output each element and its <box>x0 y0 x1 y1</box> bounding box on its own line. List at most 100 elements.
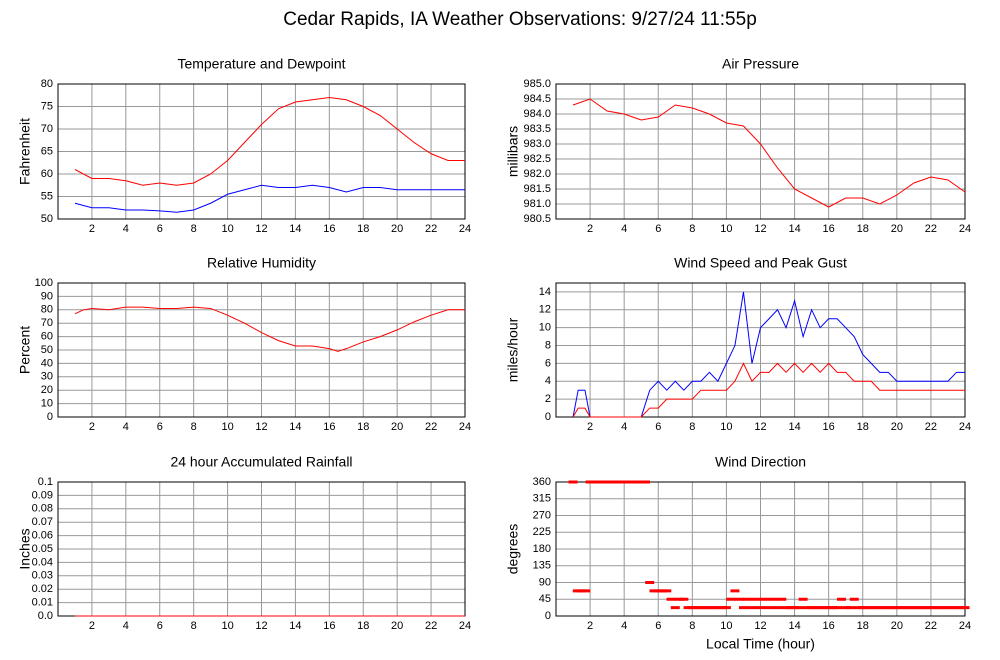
y-tick-label: 985.0 <box>523 78 551 90</box>
y-tick-label: 982.5 <box>523 153 551 165</box>
data-line <box>572 362 965 418</box>
data-point <box>743 597 753 601</box>
y-axis-label: millibars <box>505 126 521 177</box>
x-tick-label: 6 <box>655 223 661 235</box>
x-tick-label: 12 <box>255 421 267 433</box>
x-tick-label: 10 <box>221 620 233 632</box>
y-tick-label: 180 <box>533 543 551 555</box>
data-point <box>679 597 689 601</box>
data-point <box>747 606 757 610</box>
y-tick-label: 45 <box>539 593 551 605</box>
x-tick-label: 10 <box>720 421 732 433</box>
data-point <box>662 589 672 593</box>
y-axis-label: degrees <box>505 524 521 575</box>
y-tick-label: 50 <box>41 344 53 356</box>
x-tick-label: 18 <box>857 620 869 632</box>
x-tick-label: 2 <box>587 421 593 433</box>
y-tick-label: 0.0 <box>38 610 53 622</box>
data-point <box>794 606 804 610</box>
data-point <box>773 606 783 610</box>
y-tick-label: 0.03 <box>32 570 53 582</box>
y-tick-label: 983.5 <box>523 123 551 135</box>
y-tick-label: 40 <box>41 357 53 369</box>
x-tick-label: 12 <box>255 620 267 632</box>
data-point <box>751 597 761 601</box>
chart-title: Wind Speed and Peak Gust <box>674 255 847 271</box>
y-tick-label: 8 <box>545 339 551 351</box>
x-tick-label: 16 <box>823 223 835 235</box>
y-tick-label: 10 <box>539 322 551 334</box>
y-tick-label: 983.0 <box>523 138 551 150</box>
y-tick-label: 50 <box>41 213 53 225</box>
y-tick-label: 70 <box>41 317 53 329</box>
page-title: Cedar Rapids, IA Weather Observations: 9… <box>283 9 757 30</box>
x-tick-label: 2 <box>89 223 95 235</box>
y-tick-label: 60 <box>41 168 53 180</box>
y-tick-label: 0.02 <box>32 583 53 595</box>
x-tick-label: 18 <box>357 620 369 632</box>
data-line <box>74 96 465 186</box>
plot-frame <box>57 83 466 220</box>
data-line <box>74 306 465 352</box>
data-point <box>777 597 787 601</box>
x-tick-label: 20 <box>891 223 903 235</box>
x-tick-label: 10 <box>720 223 732 235</box>
plot-frame <box>555 481 966 617</box>
plot-frame <box>57 282 466 418</box>
y-tick-label: 0.07 <box>32 516 53 528</box>
x-tick-label: 4 <box>621 620 627 632</box>
data-point <box>960 606 970 610</box>
y-tick-label: 4 <box>545 375 551 387</box>
x-tick-label: 14 <box>289 620 301 632</box>
x-tick-label: 20 <box>391 620 403 632</box>
data-point <box>832 606 842 610</box>
y-tick-label: 981.0 <box>523 198 551 210</box>
x-tick-label: 22 <box>925 223 937 235</box>
data-point <box>640 480 650 484</box>
plot-frame <box>555 83 966 220</box>
x-tick-label: 10 <box>221 223 233 235</box>
x-tick-label: 12 <box>754 421 766 433</box>
x-tick-label: 22 <box>425 421 437 433</box>
x-tick-label: 2 <box>89 421 95 433</box>
y-tick-label: 55 <box>41 190 53 202</box>
y-tick-label: 984.0 <box>523 108 551 120</box>
x-tick-label: 10 <box>720 620 732 632</box>
x-tick-label: 20 <box>891 620 903 632</box>
y-tick-label: 12 <box>539 304 551 316</box>
data-point <box>645 581 655 584</box>
y-axis-label: Fahrenheit <box>17 118 33 185</box>
chart-title: Temperature and Dewpoint <box>177 56 345 72</box>
x-tick-label: 6 <box>157 421 163 433</box>
data-line <box>572 291 965 418</box>
data-point <box>568 480 578 484</box>
x-tick-label: 14 <box>289 223 301 235</box>
x-tick-label: 4 <box>123 620 129 632</box>
x-tick-label: 24 <box>959 223 971 235</box>
data-point <box>670 606 680 610</box>
y-tick-label: 100 <box>35 277 53 289</box>
x-tick-label: 8 <box>191 620 197 632</box>
data-point <box>734 597 744 601</box>
data-point <box>738 606 748 610</box>
y-tick-label: 0.04 <box>32 556 53 568</box>
y-tick-label: 0.08 <box>32 503 53 515</box>
x-tick-label: 22 <box>925 421 937 433</box>
y-tick-label: 980.5 <box>523 213 551 225</box>
x-tick-label: 20 <box>391 223 403 235</box>
x-tick-label: 14 <box>788 620 800 632</box>
x-tick-label: 22 <box>425 620 437 632</box>
data-line <box>74 184 465 213</box>
x-tick-label: 6 <box>655 421 661 433</box>
x-tick-label: 18 <box>857 421 869 433</box>
x-tick-label: 6 <box>157 223 163 235</box>
y-tick-label: 135 <box>533 560 551 572</box>
y-tick-label: 90 <box>41 290 53 302</box>
chart-title: Air Pressure <box>722 56 799 72</box>
y-tick-label: 315 <box>533 493 551 505</box>
data-point <box>845 606 855 610</box>
y-tick-label: 65 <box>41 145 53 157</box>
x-tick-label: 12 <box>754 620 766 632</box>
y-tick-label: 6 <box>545 357 551 369</box>
